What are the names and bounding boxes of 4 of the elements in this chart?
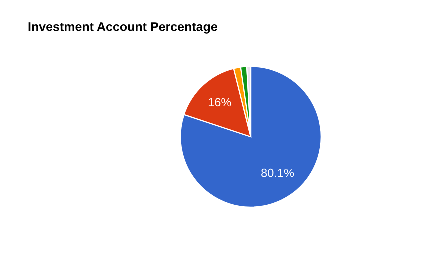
data-label: 16% — [208, 98, 232, 107]
chart-title: Investment Account Percentage — [28, 22, 218, 34]
pie-slice — [180, 66, 322, 208]
data-label: 80.1% — [262, 168, 294, 178]
